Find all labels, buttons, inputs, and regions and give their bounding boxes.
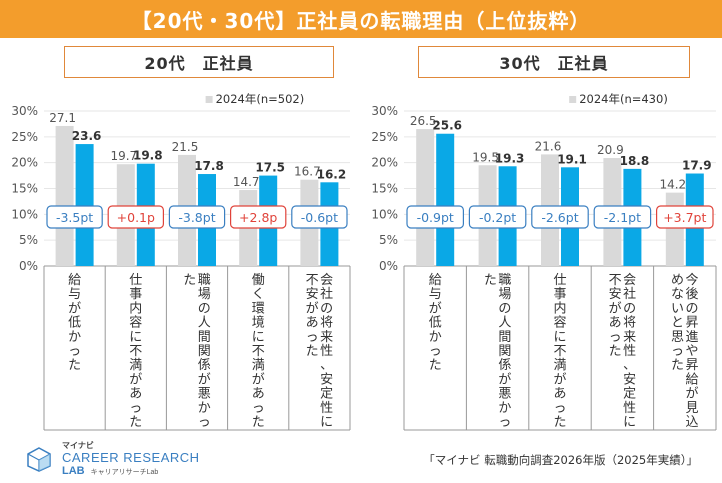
legend: 2024年(n=502) xyxy=(205,92,305,106)
y-tick-label: 10% xyxy=(371,207,398,221)
cube-logo-icon xyxy=(27,447,51,472)
category-label: 働く環境に不満があった xyxy=(252,273,265,430)
difference-label: -3.8pt xyxy=(178,210,215,225)
data-label-2025: 18.8 xyxy=(620,154,650,168)
y-tick-label: 30% xyxy=(371,104,398,118)
category-label: 会社の将来性、安定性に不安があった xyxy=(306,273,334,430)
y-tick-label: 15% xyxy=(11,182,38,196)
chart-30s: 0% 5% 10% 15% 20% 25% 30% 2024年(n=430) 26.525.6 -… xyxy=(371,92,717,431)
data-label-2025: 19.3 xyxy=(495,151,525,165)
bar-2024 xyxy=(665,192,684,266)
difference-label: +2.8p xyxy=(239,210,277,225)
data-label-2024: 19.7 xyxy=(110,149,137,163)
legend-label: 2024年(n=502) xyxy=(216,92,305,106)
difference-badge xyxy=(656,205,714,229)
data-label-2025: 23.6 xyxy=(72,129,102,143)
legend-label: 2024年(n=430) xyxy=(579,92,668,106)
panel-title-30s: 30代 正社員 xyxy=(418,46,690,78)
data-label-2024: 14.2 xyxy=(659,178,686,192)
y-tick-label: 5% xyxy=(19,233,38,247)
logo-brand-main: CAREER RESEARCH xyxy=(62,450,200,465)
career-research-lab-logo: マイナビ CAREER RESEARCH LAB キャリアリサーチLab xyxy=(26,438,226,480)
difference-label: +0.1p xyxy=(117,210,155,225)
y-tick-label: 5% xyxy=(379,233,398,247)
data-label-2025: 16.2 xyxy=(317,167,347,181)
category-label: 仕事内容に不満があった xyxy=(553,273,566,430)
data-label-2024: 21.6 xyxy=(535,139,562,153)
legend-swatch xyxy=(205,96,213,103)
y-tick-label: 25% xyxy=(11,130,38,144)
y-tick-label: 30% xyxy=(11,104,38,118)
data-label-2025: 25.6 xyxy=(432,119,462,133)
difference-badge xyxy=(168,205,226,229)
data-label-2024: 27.1 xyxy=(49,111,76,125)
y-tick-label: 15% xyxy=(371,182,398,196)
difference-badge xyxy=(46,205,103,229)
difference-label: -2.6pt xyxy=(541,210,578,225)
data-label-2025: 19.1 xyxy=(557,152,587,166)
data-label-2024: 14.7 xyxy=(233,175,260,189)
y-tick-label: 10% xyxy=(11,207,38,221)
logo-brand-sub: LAB キャリアリサーチLab xyxy=(62,465,158,477)
y-tick-label: 0% xyxy=(379,259,398,273)
category-label: 職場の人間関係が悪かった xyxy=(484,273,512,430)
category-label: 仕事内容に不満があった xyxy=(129,273,142,430)
chart-20s: 0% 5% 10% 15% 20% 25% 30% 2024年(n=502) 27.1 23.6 -… xyxy=(11,92,351,431)
category-label: 給与が低かった xyxy=(68,273,81,373)
logo-brand-small: マイナビ xyxy=(62,441,94,450)
difference-label: +3.7pt xyxy=(663,210,706,225)
difference-badge xyxy=(593,205,652,229)
legend: 2024年(n=430) xyxy=(569,92,668,106)
data-label-2024: 16.7 xyxy=(294,165,321,179)
header-title: 【20代・30代】正社員の転職理由（上位抜粋） xyxy=(0,0,722,38)
data-label-2025: 17.9 xyxy=(682,159,712,173)
data-label-2025: 17.8 xyxy=(194,159,224,173)
difference-badge xyxy=(468,205,527,229)
difference-label: -0.2pt xyxy=(479,210,516,225)
legend-swatch xyxy=(569,96,577,103)
data-label-2024: 20.9 xyxy=(597,143,624,157)
data-label-2024: 21.5 xyxy=(172,140,199,154)
panel-title-20s: 20代 正社員 xyxy=(64,46,334,78)
category-label: 給与が低かった xyxy=(429,273,442,373)
bar-2025 xyxy=(75,144,94,266)
y-tick-label: 0% xyxy=(19,259,38,273)
difference-label: -2.1pt xyxy=(604,210,641,225)
difference-badge xyxy=(230,205,287,229)
difference-label: -0.9pt xyxy=(417,210,454,225)
category-label: 職場の人間関係が悪かった xyxy=(183,273,211,430)
data-label-2024: 26.5 xyxy=(410,114,437,128)
difference-badge xyxy=(406,205,465,229)
y-tick-label: 20% xyxy=(11,156,38,170)
y-tick-label: 20% xyxy=(371,156,398,170)
difference-badge xyxy=(291,205,348,229)
data-label-2025: 19.8 xyxy=(133,149,163,163)
data-label-2024: 19.5 xyxy=(472,150,499,164)
logo-lab-text: LAB xyxy=(62,465,85,477)
y-tick-label: 25% xyxy=(371,130,398,144)
difference-label: -0.6pt xyxy=(301,210,338,225)
difference-label: -3.5pt xyxy=(56,210,93,225)
difference-badge xyxy=(531,205,589,229)
source-citation: 「マイナビ 転職動向調査2026年版（2025年実績）」 xyxy=(423,453,698,467)
bar-2025 xyxy=(436,133,455,266)
logo-lab-kana: キャリアリサーチLab xyxy=(90,469,159,476)
bar-2024 xyxy=(416,129,435,266)
data-label-2025: 17.5 xyxy=(255,161,285,175)
category-label: 会社の将来性、安定性に不安があった xyxy=(609,273,637,430)
bar-2024 xyxy=(55,125,74,266)
difference-badge xyxy=(107,205,164,229)
category-label: 今後の昇進や昇給が見込めないと思った xyxy=(671,272,699,430)
